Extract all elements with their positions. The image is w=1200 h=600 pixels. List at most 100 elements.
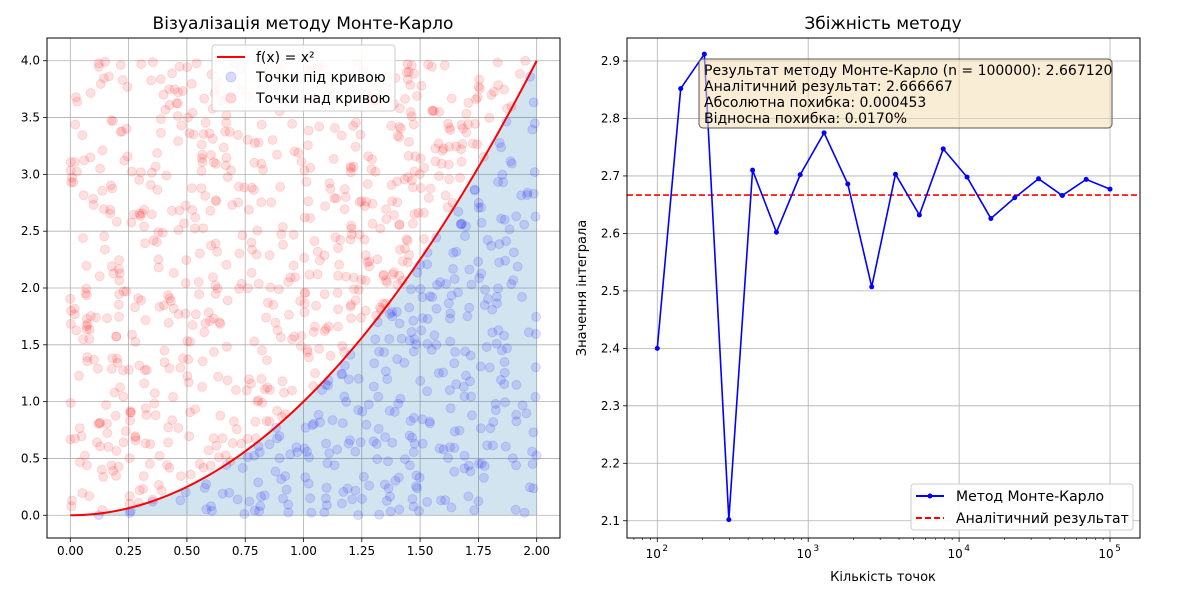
point-above-curve <box>330 232 341 243</box>
point-above-curve <box>126 166 137 177</box>
result-info-box-background <box>698 58 1113 129</box>
chart2-y-tick-label: 2.5 <box>601 284 620 298</box>
point-above-curve <box>444 174 455 185</box>
point-above-curve <box>350 295 361 306</box>
point-above-curve <box>69 309 80 320</box>
point-above-curve <box>150 161 161 172</box>
point-above-curve <box>173 136 184 147</box>
point-above-curve <box>113 299 124 310</box>
point-below-curve <box>429 330 440 341</box>
point-below-curve <box>450 346 461 357</box>
point-below-curve <box>473 202 484 213</box>
point-above-curve <box>367 154 377 165</box>
point-below-curve <box>476 202 487 213</box>
point-above-curve <box>401 67 412 78</box>
point-above-curve <box>174 205 185 216</box>
point-above-curve <box>402 59 413 70</box>
point-below-curve <box>508 247 519 258</box>
point-above-curve <box>159 345 170 356</box>
point-above-curve <box>402 74 413 85</box>
point-below-curve <box>291 442 302 453</box>
point-below-curve <box>422 386 433 397</box>
monte-carlo-data-point <box>916 212 922 218</box>
point-above-curve <box>147 57 158 68</box>
point-above-curve <box>98 471 109 482</box>
point-above-curve <box>484 112 495 123</box>
point-below-curve <box>201 479 212 490</box>
point-above-curve <box>194 248 205 259</box>
point-above-curve <box>152 148 163 159</box>
point-below-curve <box>529 118 540 129</box>
point-above-curve <box>182 62 193 73</box>
point-above-curve <box>88 199 99 210</box>
point-below-curve <box>507 453 518 464</box>
point-above-curve <box>183 377 194 388</box>
point-below-curve <box>407 494 418 504</box>
point-below-curve <box>357 493 367 504</box>
point-below-curve <box>407 432 418 443</box>
point-above-curve <box>266 197 277 208</box>
point-above-curve <box>242 433 253 444</box>
point-above-curve <box>296 331 307 341</box>
point-above-curve <box>128 209 139 220</box>
point-above-curve <box>136 59 147 70</box>
point-above-curve <box>217 433 228 444</box>
point-below-curve <box>272 433 283 444</box>
point-above-curve <box>346 163 357 174</box>
point-above-curve <box>414 169 425 180</box>
point-below-curve <box>249 505 260 516</box>
point-below-curve <box>404 430 415 441</box>
point-above-curve <box>301 176 312 187</box>
point-below-curve <box>336 368 347 379</box>
point-above-curve <box>79 450 90 461</box>
point-above-curve <box>200 318 211 329</box>
point-above-curve <box>148 235 159 246</box>
point-below-curve <box>394 504 405 515</box>
point-above-curve <box>405 107 416 117</box>
point-below-curve <box>364 480 375 491</box>
point-above-curve <box>211 440 222 451</box>
point-below-curve <box>417 292 428 303</box>
point-above-curve <box>444 141 455 152</box>
point-above-curve <box>265 282 276 293</box>
point-above-curve <box>461 108 472 119</box>
point-below-curve <box>476 217 487 228</box>
point-above-curve <box>151 237 162 247</box>
point-below-curve <box>449 274 460 284</box>
point-above-curve <box>134 208 145 219</box>
point-above-curve <box>186 78 197 89</box>
point-below-curve <box>422 259 433 270</box>
point-above-curve <box>118 391 129 402</box>
chart1-sample-points <box>65 55 542 521</box>
point-above-curve <box>392 197 403 208</box>
chart1-x-tick-label: 1.25 <box>348 544 375 558</box>
point-above-curve <box>295 296 306 307</box>
point-above-curve <box>81 313 92 324</box>
point-above-curve <box>125 405 136 416</box>
point-below-curve <box>531 328 541 339</box>
point-above-curve <box>161 170 172 181</box>
monte-carlo-data-point <box>726 517 732 523</box>
point-above-curve <box>409 166 420 177</box>
point-above-curve <box>387 196 397 207</box>
point-above-curve <box>319 326 330 337</box>
point-above-curve <box>173 309 184 320</box>
info-line-mc-result: Результат методу Монте-Карло (n = 100000… <box>704 63 1112 79</box>
point-below-curve <box>488 417 499 428</box>
point-above-curve <box>262 382 273 393</box>
monte-carlo-data-point <box>797 172 803 178</box>
point-above-curve <box>261 416 272 427</box>
point-above-curve <box>88 193 99 204</box>
point-above-curve <box>277 376 288 387</box>
point-above-curve <box>98 73 109 84</box>
point-above-curve <box>423 193 434 203</box>
point-below-curve <box>382 374 393 385</box>
point-below-curve <box>387 307 398 317</box>
point-below-curve <box>527 459 538 469</box>
area-under-curve-fill <box>70 60 537 516</box>
point-above-curve <box>416 183 426 193</box>
point-above-curve <box>346 220 357 231</box>
point-above-curve <box>74 370 84 381</box>
point-below-curve <box>449 442 460 453</box>
point-below-curve <box>396 333 407 344</box>
